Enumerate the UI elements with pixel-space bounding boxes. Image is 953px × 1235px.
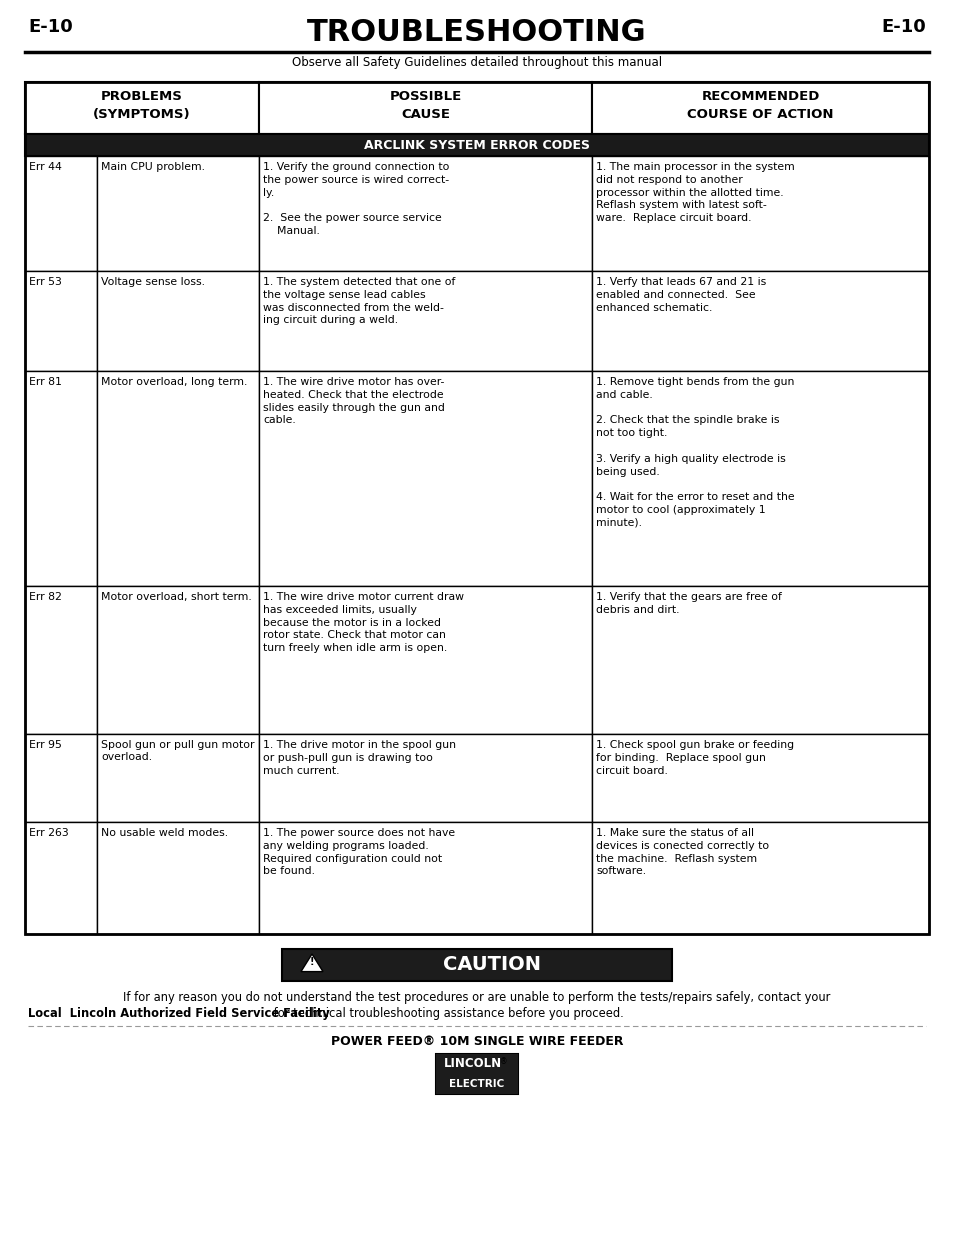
Bar: [592, 734, 928, 823]
Text: 1. The system detected that one of
the voltage sense lead cables
was disconnecte: 1. The system detected that one of the v…: [263, 277, 455, 325]
Text: Observe all Safety Guidelines detailed throughout this manual: Observe all Safety Guidelines detailed t…: [292, 56, 661, 69]
Text: Err 53: Err 53: [29, 277, 62, 287]
Text: 1. Check spool gun brake or feeding
for binding.  Replace spool gun
circuit boar: 1. Check spool gun brake or feeding for …: [596, 740, 793, 776]
Bar: [258, 585, 592, 734]
Text: 1. The power source does not have
any welding programs loaded.
Required configur: 1. The power source does not have any we…: [263, 827, 455, 877]
Text: !: !: [310, 957, 314, 967]
Text: E-10: E-10: [881, 19, 925, 36]
Bar: [25, 156, 97, 270]
Bar: [436, 1053, 517, 1074]
Bar: [258, 270, 592, 370]
Bar: [25, 370, 97, 585]
Bar: [282, 948, 671, 981]
Text: Motor overload, long term.: Motor overload, long term.: [101, 377, 247, 387]
Bar: [258, 734, 592, 823]
Text: PROBLEMS
(SYMPTOMS): PROBLEMS (SYMPTOMS): [93, 90, 191, 121]
Bar: [97, 734, 258, 823]
Bar: [436, 1074, 517, 1094]
Text: Spool gun or pull gun motor
overload.: Spool gun or pull gun motor overload.: [101, 740, 254, 762]
Bar: [25, 734, 97, 823]
Text: Err 81: Err 81: [29, 377, 62, 387]
Text: 1. Remove tight bends from the gun
and cable.

2. Check that the spindle brake i: 1. Remove tight bends from the gun and c…: [596, 377, 794, 527]
Text: 1. Verify the ground connection to
the power source is wired correct-
ly.

2.  S: 1. Verify the ground connection to the p…: [263, 162, 449, 236]
Bar: [258, 156, 592, 270]
Bar: [25, 82, 258, 135]
Text: Main CPU problem.: Main CPU problem.: [101, 162, 205, 172]
Bar: [25, 270, 97, 370]
Text: 1. Verfy that leads 67 and 21 is
enabled and connected.  See
enhanced schematic.: 1. Verfy that leads 67 and 21 is enabled…: [596, 277, 765, 312]
Text: 1. The wire drive motor current draw
has exceeded limits, usually
because the mo: 1. The wire drive motor current draw has…: [263, 592, 463, 653]
Text: If for any reason you do not understand the test procedures or are unable to per: If for any reason you do not understand …: [123, 990, 830, 1004]
Text: Err 82: Err 82: [29, 592, 62, 601]
Bar: [592, 823, 928, 934]
Text: POWER FEED® 10M SINGLE WIRE FEEDER: POWER FEED® 10M SINGLE WIRE FEEDER: [331, 1035, 622, 1049]
Bar: [436, 1053, 517, 1094]
Bar: [97, 823, 258, 934]
Bar: [258, 370, 592, 585]
Bar: [97, 585, 258, 734]
Bar: [592, 156, 928, 270]
Text: Err 263: Err 263: [29, 827, 69, 839]
Text: POSSIBLE
CAUSE: POSSIBLE CAUSE: [389, 90, 461, 121]
Bar: [25, 135, 928, 156]
Bar: [97, 270, 258, 370]
Bar: [25, 82, 928, 934]
Bar: [25, 585, 97, 734]
Bar: [592, 585, 928, 734]
Text: 1. Verify that the gears are free of
debris and dirt.: 1. Verify that the gears are free of deb…: [596, 592, 781, 615]
Text: LINCOLN: LINCOLN: [443, 1057, 501, 1071]
Text: Motor overload, short term.: Motor overload, short term.: [101, 592, 252, 601]
Text: 1. The wire drive motor has over-
heated. Check that the electrode
slides easily: 1. The wire drive motor has over- heated…: [263, 377, 444, 425]
Text: Err 44: Err 44: [29, 162, 62, 172]
Bar: [97, 156, 258, 270]
Text: Voltage sense loss.: Voltage sense loss.: [101, 277, 205, 287]
Text: ®: ®: [499, 1057, 507, 1066]
Bar: [592, 370, 928, 585]
Polygon shape: [301, 953, 323, 972]
Text: 1. Make sure the status of all
devices is conected correctly to
the machine.  Re: 1. Make sure the status of all devices i…: [596, 827, 768, 877]
Bar: [97, 370, 258, 585]
Bar: [258, 823, 592, 934]
Text: TROUBLESHOOTING: TROUBLESHOOTING: [307, 19, 646, 47]
Text: No usable weld modes.: No usable weld modes.: [101, 827, 228, 839]
Bar: [592, 270, 928, 370]
Text: RECOMMENDED
COURSE OF ACTION: RECOMMENDED COURSE OF ACTION: [686, 90, 833, 121]
Bar: [25, 823, 97, 934]
Text: ELECTRIC: ELECTRIC: [449, 1079, 504, 1089]
Text: CAUTION: CAUTION: [442, 956, 540, 974]
Text: for technical troubleshooting assistance before you proceed.: for technical troubleshooting assistance…: [270, 1007, 623, 1020]
Text: Local  Lincoln Authorized Field Service Facility: Local Lincoln Authorized Field Service F…: [28, 1007, 330, 1020]
Text: 1. The drive motor in the spool gun
or push-pull gun is drawing too
much current: 1. The drive motor in the spool gun or p…: [263, 740, 456, 776]
Bar: [592, 82, 928, 135]
Text: 1. The main processor in the system
did not respond to another
processor within : 1. The main processor in the system did …: [596, 162, 794, 224]
Text: Err 95: Err 95: [29, 740, 62, 750]
Bar: [258, 82, 592, 135]
Text: E-10: E-10: [28, 19, 72, 36]
Text: ARCLINK SYSTEM ERROR CODES: ARCLINK SYSTEM ERROR CODES: [364, 138, 589, 152]
